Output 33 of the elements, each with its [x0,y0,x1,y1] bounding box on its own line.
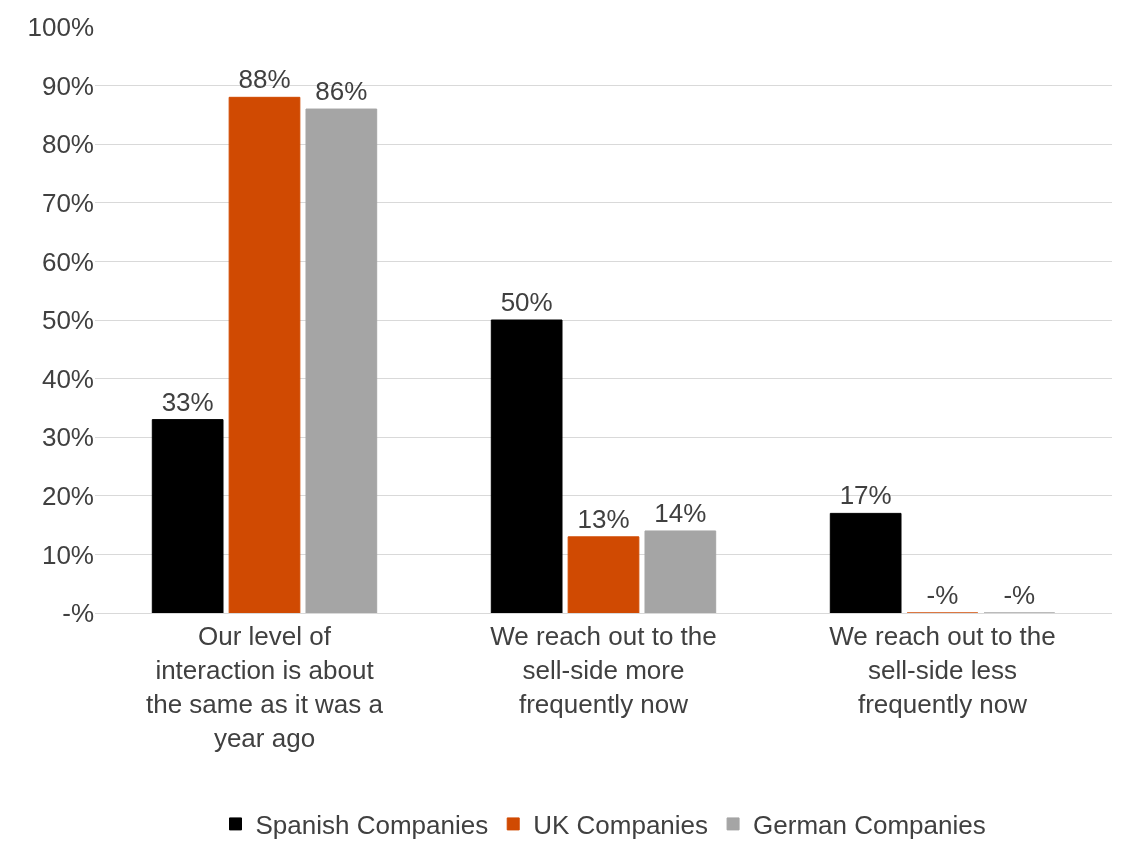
data-label: 50% [500,287,553,317]
y-tick-label: 40% [41,363,94,394]
y-tick-label: 70% [41,187,94,218]
legend-label: Spanish Companies [255,810,489,841]
bar [305,108,378,613]
data-label: 88% [238,64,291,95]
x-tick-label: Our level of interaction is about the same as it was a year ago [146,621,384,753]
data-label: -% [1003,580,1036,610]
y-tick-label: 10% [41,539,94,570]
x-tick-label: We reach out to the sell-side less frequently now [829,621,1056,719]
bar [644,530,717,613]
y-tick-label: 90% [41,70,94,101]
bar [567,536,640,613]
y-tick-label: 50% [41,305,94,336]
data-label: 86% [315,76,368,107]
y-tick-label: 60% [41,246,94,277]
y-tick-label: 100% [27,12,94,43]
data-label: 13% [577,503,630,534]
y-tick-label: -% [62,598,94,629]
y-tick-label: 20% [41,480,94,511]
y-tick-label: 30% [41,422,94,453]
data-label: 33% [161,386,214,417]
data-label: 17% [839,480,892,511]
bar [829,512,902,613]
x-tick-label: We reach out to the sell-side more frequently now [490,621,717,719]
legend-label: German Companies [753,810,986,841]
data-label: 14% [654,497,707,528]
bar [490,319,563,613]
legend-label: UK Companies [533,810,709,841]
y-tick-label: 80% [41,129,94,160]
data-label: -% [926,580,959,610]
bar [228,96,301,613]
bar [151,419,224,613]
